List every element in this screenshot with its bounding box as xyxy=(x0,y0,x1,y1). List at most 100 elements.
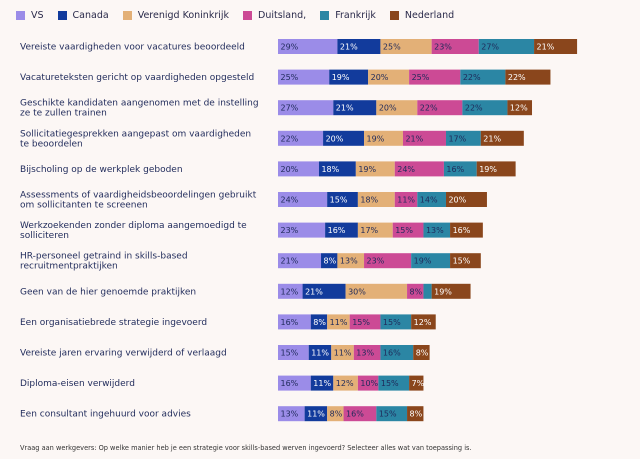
data-label: 16% xyxy=(383,349,401,358)
legend-item: Nederland xyxy=(389,10,454,21)
category-label: Werkzoekenden zonder diploma aangemoedig… xyxy=(20,221,247,241)
data-label: 16% xyxy=(453,226,471,235)
data-label: 16% xyxy=(281,318,299,327)
data-label: 8% xyxy=(313,318,326,327)
category-label: Vacatureteksten gericht op vaardigheden … xyxy=(20,73,254,83)
data-label: 27% xyxy=(281,104,299,113)
data-label: 11% xyxy=(311,349,329,358)
bar-segment xyxy=(417,192,446,207)
bar-segment xyxy=(327,406,344,422)
data-label: 16% xyxy=(328,226,346,235)
data-label: 13% xyxy=(356,349,374,358)
bar-segment xyxy=(450,222,483,238)
data-label: 11% xyxy=(334,349,352,358)
legend-swatch xyxy=(243,11,253,20)
data-label: 21% xyxy=(281,257,299,266)
category-label: Sollicitatiegesprekken aangepast om vaar… xyxy=(20,129,251,149)
data-label: 20% xyxy=(371,73,389,82)
bar-segment xyxy=(337,39,381,54)
bar-segment xyxy=(476,161,516,177)
bar-segment xyxy=(278,39,338,54)
bar-segment xyxy=(450,253,481,269)
data-label: 25% xyxy=(412,73,430,82)
data-label: 20% xyxy=(448,196,466,205)
legend-item: Duitsland, xyxy=(243,10,306,21)
bar-segment xyxy=(349,314,381,330)
data-label: 22% xyxy=(508,73,526,82)
bar-segment xyxy=(278,130,324,146)
data-label: 16% xyxy=(281,379,299,388)
data-label: 10% xyxy=(360,379,378,388)
bar-segment xyxy=(417,100,463,116)
data-label: 19% xyxy=(414,257,432,266)
bar-segment xyxy=(392,222,424,238)
bar-segment xyxy=(337,253,365,269)
bar-segment xyxy=(345,283,408,299)
bar-segment xyxy=(376,100,418,116)
legend-label: Canada xyxy=(72,10,109,21)
bar-segment xyxy=(304,406,328,422)
bar-segment xyxy=(462,100,508,116)
data-label: 11% xyxy=(330,318,348,327)
data-label: 23% xyxy=(367,257,385,266)
category-label: Assessments of vaardigheidsbeoordelingen… xyxy=(20,191,257,211)
bar-segment xyxy=(302,283,346,299)
bar-segment xyxy=(380,345,414,360)
bar-segment xyxy=(423,222,451,238)
data-label: 20% xyxy=(379,104,397,113)
bar-segment xyxy=(331,345,354,360)
category-label: Diploma-eisen verwijderd xyxy=(20,379,135,389)
data-label: 8% xyxy=(324,257,337,266)
bar-segment xyxy=(478,39,535,54)
data-label: 19% xyxy=(358,165,376,174)
bar-segment xyxy=(278,222,326,238)
data-label: 15% xyxy=(395,226,413,235)
bar-segment xyxy=(364,130,403,146)
data-label: 15% xyxy=(352,318,370,327)
data-label: 12% xyxy=(281,287,299,296)
bar-segment xyxy=(353,345,381,360)
data-label: 22% xyxy=(465,104,483,113)
data-label: 16% xyxy=(446,165,464,174)
bar-segment xyxy=(325,222,358,238)
legend-swatch xyxy=(16,11,25,20)
data-label: 20% xyxy=(326,134,344,143)
category-label: HR-personeel getraind in skills-based rec… xyxy=(20,252,188,272)
bar-segment xyxy=(323,130,365,146)
data-label: 15% xyxy=(330,196,348,205)
bar-segment xyxy=(278,283,303,299)
data-label: 12% xyxy=(510,104,528,113)
bar-segment xyxy=(431,39,479,54)
bar-segment xyxy=(357,375,379,391)
bar-segment xyxy=(407,406,424,422)
data-label: 13% xyxy=(281,410,299,419)
legend-item: Frankrijk xyxy=(320,10,376,21)
bar-segment xyxy=(378,375,410,391)
bar-segment xyxy=(368,69,410,85)
data-label: 8% xyxy=(330,410,343,419)
bar-segment xyxy=(278,406,305,422)
bar-segment xyxy=(534,39,578,54)
bar-segment xyxy=(308,345,332,360)
bar-segment xyxy=(278,69,330,85)
bar-segment xyxy=(413,345,430,360)
data-label: 12% xyxy=(336,379,354,388)
bar-segment xyxy=(411,253,451,269)
bar-segment xyxy=(310,314,328,330)
stacked-bar-chart: Vereiste vaardigheden voor vacatures beo… xyxy=(20,39,578,422)
data-label: 15% xyxy=(281,349,299,358)
bar-segment xyxy=(409,375,424,391)
bar-segment xyxy=(278,345,309,360)
data-label: 15% xyxy=(381,379,399,388)
bar-segment xyxy=(409,69,461,85)
bar-segment xyxy=(364,253,412,269)
bar-segment xyxy=(333,375,358,391)
data-label: 25% xyxy=(383,43,401,52)
bar-segment xyxy=(507,100,533,116)
data-label: 25% xyxy=(281,73,299,82)
data-label: 22% xyxy=(281,134,299,143)
data-label: 21% xyxy=(483,134,501,143)
bar-segment xyxy=(343,406,377,422)
footnote: Vraag aan werkgevers: Op welke manier he… xyxy=(20,444,472,452)
bar-segment xyxy=(380,39,432,54)
